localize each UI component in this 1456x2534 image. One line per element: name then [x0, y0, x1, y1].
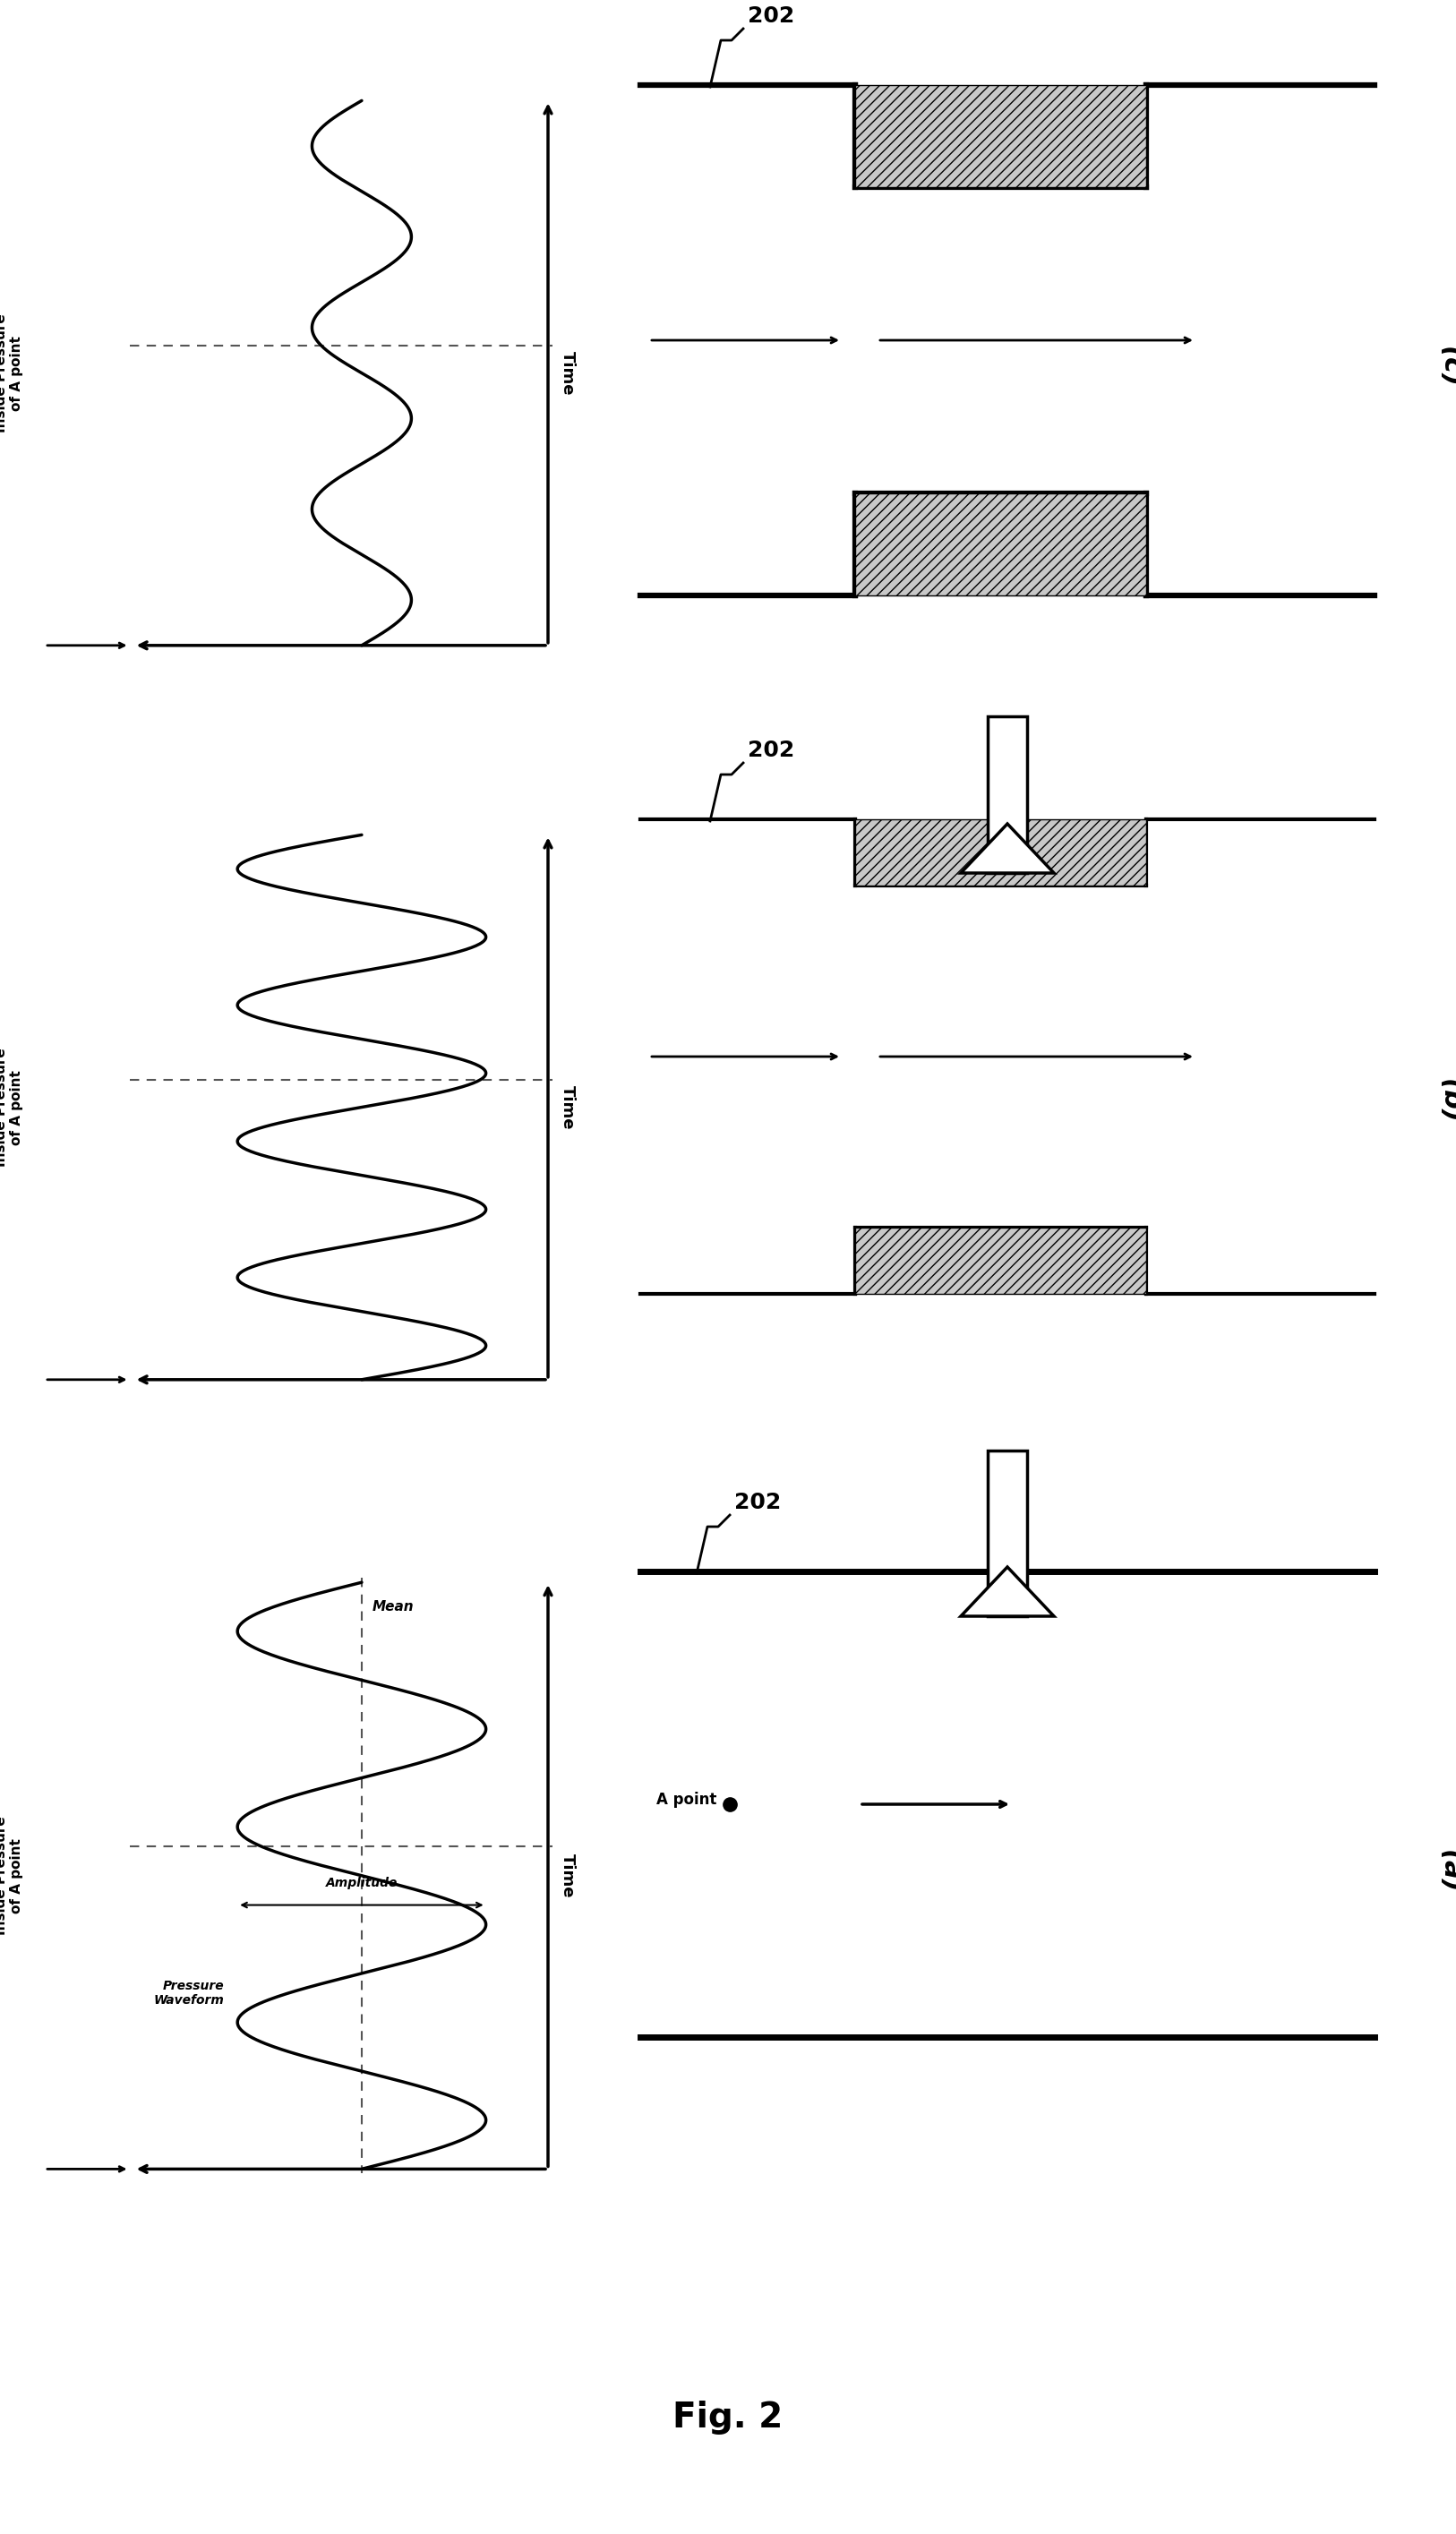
Text: Mean: Mean [373, 1601, 414, 1614]
Bar [855, 818, 1146, 887]
Text: 202: 202 [748, 5, 795, 28]
Text: 202: 202 [748, 740, 795, 760]
Text: Inside Pressure
of A point: Inside Pressure of A point [0, 1049, 23, 1166]
Text: Fig. 2: Fig. 2 [673, 2400, 783, 2435]
Text: Time: Time [559, 1852, 575, 1898]
Text: Time: Time [559, 1085, 575, 1130]
Polygon shape [961, 824, 1054, 874]
Text: Amplitude: Amplitude [326, 1875, 397, 1888]
Text: (a): (a) [1437, 1850, 1456, 1893]
Text: Time: Time [559, 350, 575, 395]
Bar [987, 717, 1026, 874]
Bar [855, 86, 1146, 188]
Bar [855, 494, 1146, 595]
Text: Inside Pressure
of A point: Inside Pressure of A point [0, 1817, 23, 1936]
Text: A point: A point [657, 1792, 716, 1807]
Bar [987, 1449, 1026, 1617]
Text: (b): (b) [1437, 1079, 1456, 1123]
Text: Inside Pressure
of A point: Inside Pressure of A point [0, 314, 23, 433]
Bar [855, 1226, 1146, 1295]
Text: 202: 202 [734, 1493, 780, 1513]
Text: (c): (c) [1437, 347, 1456, 388]
Polygon shape [961, 1566, 1054, 1617]
Text: Pressure
Waveform: Pressure Waveform [153, 1979, 224, 2007]
